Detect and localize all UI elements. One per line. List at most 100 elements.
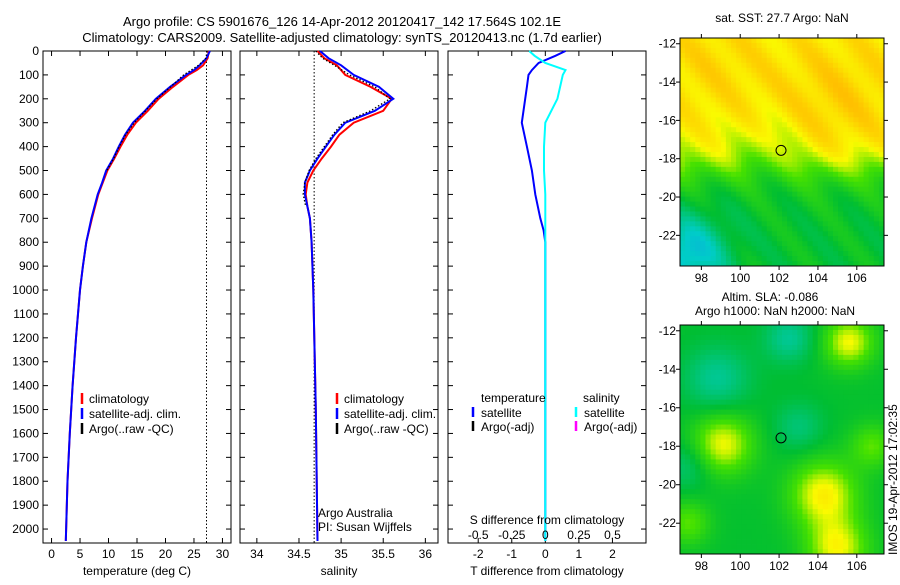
heatmap-cell — [792, 161, 798, 168]
heatmap-cell — [720, 349, 727, 356]
heatmap-cell — [878, 52, 885, 59]
heatmap-cell — [858, 549, 864, 555]
heatmap-cell — [756, 57, 762, 64]
heatmap-cell — [776, 117, 783, 123]
heatmap-cell — [822, 539, 829, 545]
heatmap-cell — [756, 349, 762, 356]
heatmap-cell — [833, 62, 839, 69]
heatmap-cell — [710, 399, 717, 406]
heatmap-cell — [751, 112, 757, 118]
heatmap-cell — [766, 216, 773, 222]
heatmap-cell — [720, 57, 727, 64]
heatmap-cell — [720, 404, 727, 411]
heatmap-cell — [731, 499, 737, 505]
heatmap-cell — [817, 539, 824, 545]
heatmap-cell — [756, 494, 762, 500]
heatmap-cell — [700, 127, 706, 133]
heatmap-cell — [807, 231, 813, 237]
heatmap-cell — [863, 152, 870, 158]
heatmap-cell — [720, 241, 727, 247]
heatmap-cell — [715, 379, 722, 386]
heatmap-cell — [792, 241, 798, 247]
heatmap-cell — [817, 359, 824, 366]
heatmap-cell — [853, 334, 859, 341]
heatmap-cell — [833, 444, 839, 450]
heatmap-cell — [731, 504, 737, 510]
heatmap-cell — [787, 349, 793, 356]
heatmap-cell — [787, 231, 793, 237]
heatmap-cell — [695, 334, 701, 341]
heatmap-cell — [776, 434, 783, 440]
heatmap-cell — [787, 211, 793, 217]
heatmap-cell — [827, 409, 834, 416]
heatmap-cell — [695, 469, 701, 475]
heatmap-cell — [787, 549, 793, 555]
heatmap-cell — [853, 196, 859, 202]
heatmap-cell — [833, 394, 839, 401]
heatmap-cell — [817, 107, 824, 113]
heatmap-cell — [817, 384, 824, 391]
heatmap-cell — [725, 494, 732, 500]
heatmap-cell — [827, 102, 834, 108]
heatmap-cell — [858, 186, 864, 193]
heatmap-cell — [720, 251, 727, 257]
heatmap-cell — [848, 339, 854, 346]
heatmap-cell — [863, 449, 870, 455]
heatmap-cell — [807, 414, 813, 420]
heatmap-cell — [817, 147, 824, 153]
heatmap-cell — [838, 156, 844, 163]
heatmap-cell — [787, 529, 793, 535]
heatmap-cell — [817, 379, 824, 386]
heatmap-cell — [731, 117, 737, 123]
heatmap-cell — [756, 404, 762, 411]
heatmap-cell — [766, 349, 773, 356]
heatmap-cell — [812, 484, 819, 490]
heatmap-cell — [690, 241, 696, 247]
heatmap-cell — [766, 469, 773, 475]
heatmap-cell — [751, 444, 757, 450]
heatmap-cell — [812, 137, 819, 143]
heatmap-cell — [858, 414, 864, 420]
heatmap-cell — [802, 509, 808, 515]
heatmap-cell — [731, 439, 737, 445]
heatmap-cell — [822, 334, 829, 341]
heatmap-cell — [731, 251, 737, 257]
heatmap-cell — [736, 459, 742, 465]
heatmap-cell — [710, 216, 717, 222]
heatmap-cell — [868, 499, 875, 505]
heatmap-cell — [776, 519, 783, 525]
heatmap-cell — [792, 394, 798, 401]
heatmap-cell — [710, 42, 717, 49]
heatmap-cell — [868, 494, 875, 500]
heatmap-cell — [741, 504, 747, 510]
heatmap-cell — [838, 539, 844, 545]
heatmap-cell — [868, 38, 875, 44]
heatmap-cell — [731, 38, 737, 44]
heatmap-cell — [812, 444, 819, 450]
heatmap-cell — [863, 499, 870, 505]
heatmap-cell — [700, 349, 706, 356]
heatmap-cell — [853, 42, 859, 49]
heatmap-cell — [776, 122, 783, 128]
heatmap-cell — [756, 77, 762, 84]
heatmap-cell — [771, 137, 778, 143]
heatmap-cell — [792, 429, 798, 435]
heatmap-cell — [705, 147, 711, 153]
heatmap-cell — [771, 231, 778, 237]
heatmap-cell — [833, 117, 839, 123]
heatmap-cell — [771, 216, 778, 222]
heatmap-cell — [843, 42, 849, 49]
heatmap-cell — [792, 424, 798, 430]
heatmap-cell — [843, 509, 849, 515]
heatmap-cell — [782, 156, 788, 163]
heatmap-cell — [761, 514, 768, 520]
heatmap-cell — [792, 329, 798, 336]
heatmap-cell — [797, 52, 803, 59]
heatmap-cell — [751, 424, 757, 430]
heatmap-cell — [690, 414, 696, 420]
heatmap-cell — [756, 191, 762, 198]
heatmap-cell — [756, 42, 762, 49]
heatmap-cell — [787, 261, 793, 267]
heatmap-cell — [807, 334, 813, 341]
heatmap-cell — [843, 359, 849, 366]
